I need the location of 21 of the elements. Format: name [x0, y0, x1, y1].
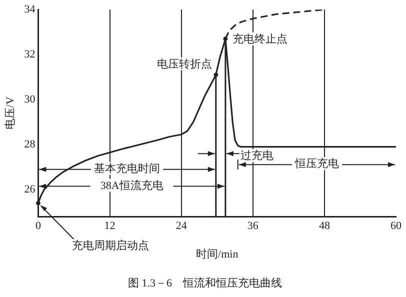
y-tick-label: 26 — [24, 183, 36, 196]
y-tick-label: 30 — [24, 93, 36, 106]
x-tick-label: 48 — [318, 220, 330, 232]
annotation: 38A恒流充电 — [100, 178, 164, 192]
annotation: 基本充电时间 — [94, 162, 160, 175]
caption: 图 1.3－6 恒流和恒压充电曲线 — [128, 276, 282, 290]
y-axis-title: 电压/V — [3, 96, 16, 130]
x-tick-label: 60 — [390, 220, 402, 232]
y-tick-label: 34 — [24, 3, 36, 16]
x-tick-label: 36 — [247, 220, 259, 232]
annotation: 过充电 — [240, 149, 274, 162]
y-tick-label: 28 — [24, 138, 36, 150]
y-tick-label: 32 — [24, 48, 36, 60]
x-tick-label: 24 — [176, 220, 188, 232]
x-tick-label: 12 — [104, 220, 116, 232]
annotation: 电压转折点 — [156, 57, 212, 70]
x-tick-label: 0 — [35, 220, 42, 232]
x-axis-title: 时间/min — [196, 247, 239, 260]
annotation: 恒压充电 — [294, 157, 339, 170]
annotation: 充电周期启动点 — [72, 239, 150, 252]
annotation: 充电终止点 — [232, 32, 288, 46]
